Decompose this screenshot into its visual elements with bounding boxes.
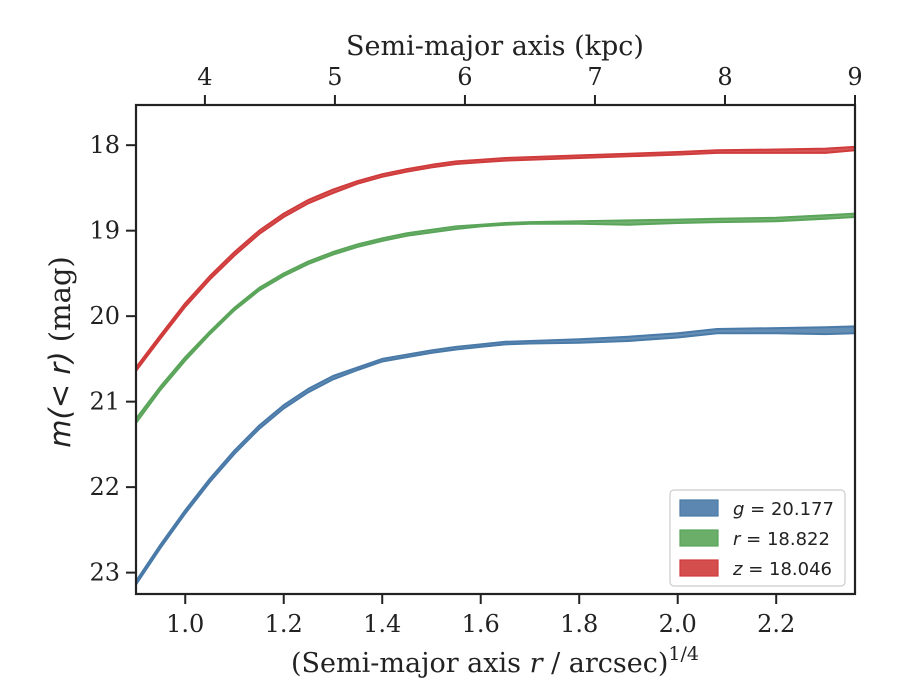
top-axis-title: Semi-major axis (kpc) xyxy=(346,31,644,62)
x-tick-label: 2.0 xyxy=(659,610,697,638)
legend-label-z: z = 18.046 xyxy=(732,559,832,580)
plot-frame xyxy=(134,103,857,596)
top-tick-label: 8 xyxy=(717,63,732,91)
y-tick-label: 18 xyxy=(89,131,120,159)
legend-swatch-r xyxy=(679,529,719,547)
top-tick-label: 9 xyxy=(847,63,862,91)
top-x-axis: 4 5 6 7 8 9 xyxy=(197,63,863,105)
bottom-x-axis: 1.0 1.2 1.4 1.6 1.8 2.0 2.2 xyxy=(166,594,795,638)
x-axis-title: (Semi-major axis r / arcsec)1/4 xyxy=(291,643,699,679)
y-axis-title: m(< r) (mag) xyxy=(43,256,77,448)
y-tick-label: 22 xyxy=(89,473,120,501)
x-tick-label: 1.2 xyxy=(265,610,303,638)
legend: g = 20.177 r = 18.822 z = 18.046 xyxy=(669,489,846,587)
legend-swatch-g xyxy=(679,499,719,517)
top-tick-label: 4 xyxy=(197,63,212,91)
x-tick-label: 1.0 xyxy=(166,610,204,638)
x-tick-label: 1.4 xyxy=(363,610,401,638)
y-tick-label: 23 xyxy=(89,559,120,587)
y-tick-label: 20 xyxy=(89,302,120,330)
x-tick-label: 1.6 xyxy=(462,610,500,638)
left-y-axis: 18 19 20 21 22 23 xyxy=(89,131,136,587)
series-band-z xyxy=(135,145,856,372)
y-tick-label: 21 xyxy=(89,388,120,416)
y-tick-label: 19 xyxy=(89,217,120,245)
legend-label-g: g = 20.177 xyxy=(733,499,834,520)
x-tick-label: 1.8 xyxy=(560,610,598,638)
legend-swatch-z xyxy=(679,559,719,577)
top-tick-label: 6 xyxy=(457,63,472,91)
x-tick-label: 2.2 xyxy=(757,610,795,638)
legend-label-r: r = 18.822 xyxy=(733,529,830,550)
top-tick-label: 7 xyxy=(587,63,602,91)
top-tick-label: 5 xyxy=(327,63,342,91)
